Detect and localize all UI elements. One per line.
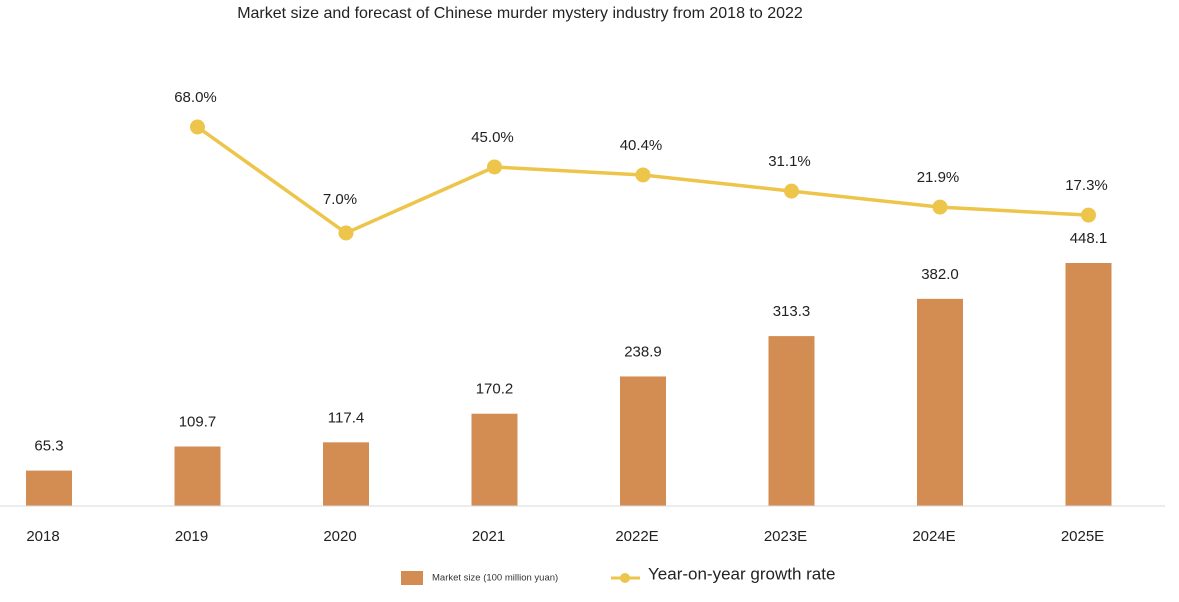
- x-tick-2020: 2020: [323, 528, 356, 545]
- x-tick-labels: 2018 2019 2020 2021 2022E 2023E 2024E 2025E: [26, 528, 1104, 545]
- x-tick-2025E: 2025E: [1061, 528, 1104, 545]
- growth-line-group: 68.0% 7.0% 45.0% 40.4% 31.1% 21.9% 17.3%: [174, 89, 1108, 241]
- x-tick-2024E: 2024E: [912, 528, 955, 545]
- legend-line-label: Year-on-year growth rate: [648, 564, 835, 583]
- chart-title: Market size and forecast of Chinese murd…: [237, 5, 803, 22]
- bar-2019: [174, 446, 221, 506]
- growth-label-2023E: 31.1%: [768, 153, 811, 170]
- x-tick-2019: 2019: [175, 528, 208, 545]
- legend-line-marker: [620, 573, 630, 583]
- bar-value-label-2025E: 448.1: [1070, 230, 1108, 247]
- bar-value-label-2020: 117.4: [328, 409, 364, 426]
- bar-2020: [323, 442, 369, 506]
- bar-value-label-2022E: 238.9: [624, 343, 662, 360]
- x-tick-2021: 2021: [472, 528, 505, 545]
- growth-point-2023E: [784, 183, 799, 199]
- bar-value-label-2024E: 382.0: [921, 266, 959, 283]
- growth-label-2024E: 21.9%: [917, 169, 960, 186]
- growth-point-2019: [190, 119, 205, 135]
- bar-2023E: [768, 336, 815, 506]
- bar-value-label-2023E: 313.3: [773, 303, 811, 320]
- bar-2024E: [917, 298, 963, 506]
- growth-point-2021: [487, 159, 502, 175]
- bar-2021: [471, 413, 518, 506]
- growth-point-2024E: [932, 199, 948, 215]
- x-tick-2023E: 2023E: [764, 528, 807, 545]
- growth-label-2025E: 17.3%: [1065, 177, 1108, 194]
- growth-label-2020: 7.0%: [323, 191, 357, 208]
- legend-bar-swatch: [401, 571, 423, 585]
- bar-value-label-2021: 170.2: [476, 381, 514, 398]
- x-tick-2018: 2018: [26, 528, 59, 545]
- bar-2025E: [1065, 263, 1112, 506]
- growth-label-2022E: 40.4%: [620, 137, 663, 154]
- bar-2018: [26, 470, 72, 506]
- legend-bar-label: Market size (100 million yuan): [432, 573, 558, 584]
- growth-label-2019: 68.0%: [174, 89, 217, 106]
- growth-label-2021: 45.0%: [471, 129, 514, 146]
- growth-point-2022E: [635, 167, 651, 183]
- growth-point-2025E: [1081, 207, 1096, 223]
- bar-value-label-2019: 109.7: [179, 414, 217, 431]
- bars-group: 65.3 109.7 117.4 170.2 238.9 313.3 382.0 448.1: [26, 230, 1112, 506]
- x-tick-2022E: 2022E: [615, 528, 658, 545]
- bar-2022E: [620, 376, 666, 506]
- growth-point-2020: [338, 225, 354, 241]
- bar-value-label-2018: 65.3: [34, 438, 63, 455]
- legend: Market size (100 million yuan) Year-on-y…: [401, 564, 835, 585]
